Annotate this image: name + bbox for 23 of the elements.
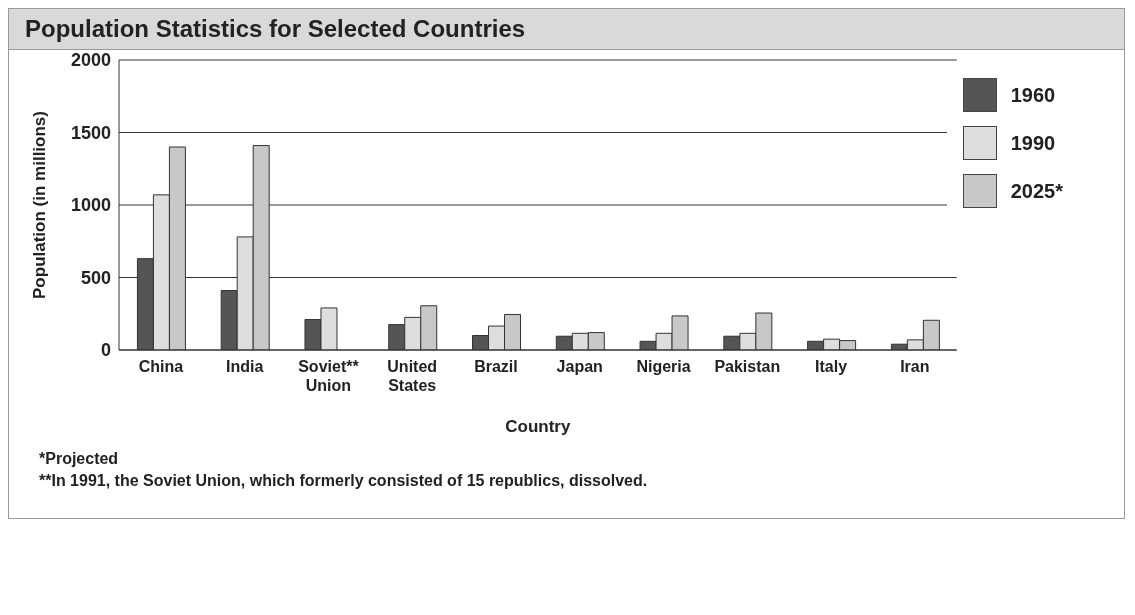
x-tick-label: Italy	[815, 358, 848, 375]
x-tick-label: Japan	[556, 358, 603, 375]
text: *Projected	[39, 450, 120, 468]
y-tick-label: 0	[100, 340, 111, 361]
y-tick-label: 500	[80, 267, 111, 288]
y-tick-label: 1500	[70, 122, 111, 143]
legend-label: 1960	[1010, 83, 1056, 107]
legend-label: 1990	[1010, 131, 1056, 155]
x-tick-label: Nigeria	[636, 358, 691, 375]
y-tick-label: 1000	[70, 195, 111, 216]
x-tick-label: Soviet** Union	[298, 358, 360, 394]
y-axis-title: Population (in millions)	[30, 111, 50, 299]
x-tick-label: Brazil	[474, 358, 518, 375]
x-tick-label: Iran	[900, 358, 930, 375]
y-tick-label: 2000	[70, 50, 111, 71]
x-tick-label: India	[225, 358, 264, 375]
x-tick-label: China	[138, 358, 184, 375]
x-tick-label: Pakistan	[714, 358, 781, 375]
x-tick-label: United States	[387, 358, 438, 394]
text: **In 1991, the Soviet Union, which formerly consisted of 15 republics, dissolved.	[39, 472, 649, 490]
legend-label: 2025*	[1010, 179, 1063, 203]
x-axis-title: Country	[505, 417, 571, 436]
chart-title: Population Statistics for Selected Countries	[9, 9, 1124, 50]
